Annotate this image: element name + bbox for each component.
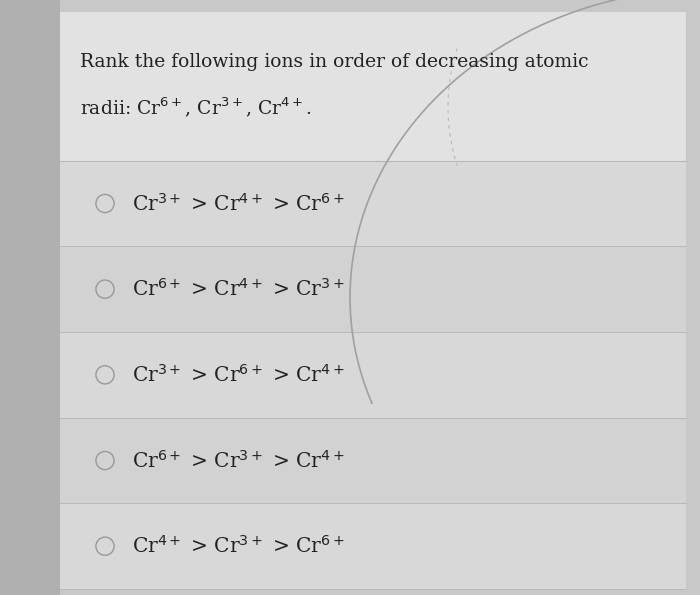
FancyBboxPatch shape [60, 503, 686, 589]
FancyBboxPatch shape [60, 418, 686, 503]
Text: Cr$^{6+}$ > Cr$^{3+}$ > Cr$^{4+}$: Cr$^{6+}$ > Cr$^{3+}$ > Cr$^{4+}$ [132, 450, 344, 471]
FancyBboxPatch shape [60, 12, 686, 161]
Text: radii: Cr$^{6+}$, Cr$^{3+}$, Cr$^{4+}$.: radii: Cr$^{6+}$, Cr$^{3+}$, Cr$^{4+}$. [80, 95, 312, 119]
Text: Cr$^{3+}$ > Cr$^{4+}$ > Cr$^{6+}$: Cr$^{3+}$ > Cr$^{4+}$ > Cr$^{6+}$ [132, 193, 344, 214]
Text: Cr$^{6+}$ > Cr$^{4+}$ > Cr$^{3+}$: Cr$^{6+}$ > Cr$^{4+}$ > Cr$^{3+}$ [132, 278, 344, 300]
Text: Cr$^{3+}$ > Cr$^{6+}$ > Cr$^{4+}$: Cr$^{3+}$ > Cr$^{6+}$ > Cr$^{4+}$ [132, 364, 344, 386]
FancyBboxPatch shape [60, 246, 686, 332]
FancyBboxPatch shape [60, 161, 686, 246]
FancyBboxPatch shape [60, 332, 686, 418]
FancyBboxPatch shape [60, 12, 686, 589]
FancyBboxPatch shape [0, 0, 60, 595]
Text: Cr$^{4+}$ > Cr$^{3+}$ > Cr$^{6+}$: Cr$^{4+}$ > Cr$^{3+}$ > Cr$^{6+}$ [132, 536, 344, 557]
Text: Rank the following ions in order of decreasing atomic: Rank the following ions in order of decr… [80, 54, 589, 71]
